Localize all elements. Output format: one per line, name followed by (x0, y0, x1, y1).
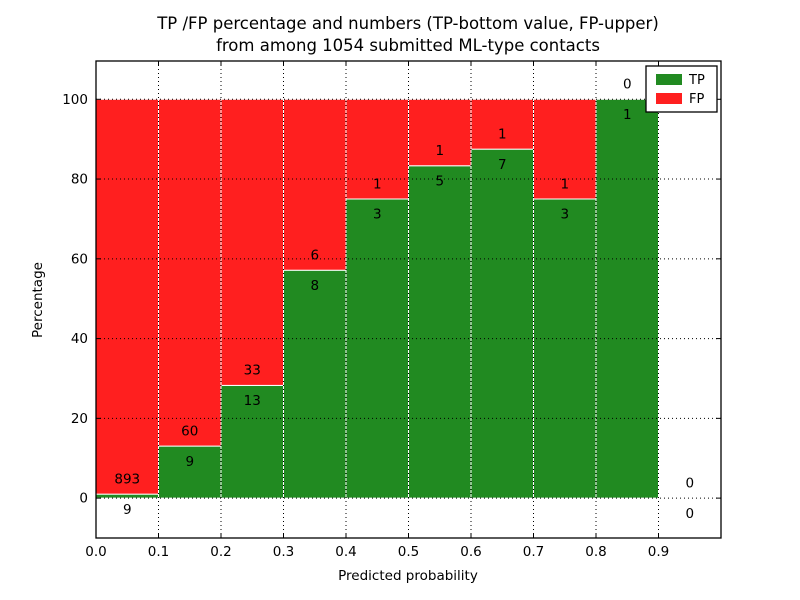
x-tick-label: 0.2 (210, 544, 231, 560)
bar-label-tp-count: 5 (435, 173, 444, 189)
bar-label-tp-count: 3 (373, 207, 382, 223)
ticks-group (95, 61, 721, 538)
bar-segment-fp (345, 98, 409, 200)
bar-label-tp-count: 9 (185, 454, 194, 470)
x-tick-label: 0.3 (273, 544, 294, 560)
y-tick-label: 0 (79, 491, 88, 507)
chart-title-line-2: from among 1054 submitted ML-type contac… (216, 36, 600, 55)
x-tick-label: 0.9 (648, 544, 669, 560)
chart-title-line-1: TP /FP percentage and numbers (TP-bottom… (156, 14, 659, 33)
bar-segment-fp (408, 98, 472, 167)
bar-segment-fp (95, 98, 159, 495)
bar-label-fp-count: 6 (310, 248, 319, 264)
y-tick-label: 60 (71, 251, 88, 267)
legend-swatch-tp (656, 74, 682, 85)
tick-labels-group: 0.0 0.1 0.2 0.3 0.4 0.5 0.6 0.7 0.8 0.9 0 20 40 60 80 1… (62, 92, 669, 560)
bar-label-tp-count: 7 (498, 157, 507, 173)
bar-label-fp-count: 1 (373, 176, 382, 192)
bar-label-tp-count: 0 (685, 506, 694, 522)
bar-segment-tp (345, 198, 409, 499)
bar-label-fp-count: 893 (114, 471, 140, 487)
legend: TP FP (645, 65, 718, 113)
bar-segment-fp (158, 98, 222, 447)
bar-segment-tp (283, 269, 347, 499)
bar-label-fp-count: 33 (244, 363, 261, 379)
x-tick-label: 0.0 (85, 544, 106, 560)
bar-label-tp-count: 1 (623, 107, 632, 123)
bar-label-fp-count: 0 (623, 77, 632, 93)
bar-label-fp-count: 0 (685, 475, 694, 491)
x-tick-label: 0.5 (398, 544, 419, 560)
bar-segment-fp (533, 98, 597, 200)
x-axis-label: Predicted probability (338, 568, 478, 584)
bar-segment-fp (283, 98, 347, 271)
bar-segment-tp (533, 198, 597, 499)
grid-group (96, 61, 721, 538)
legend-label-tp: TP (688, 73, 705, 88)
bars-group (95, 98, 659, 499)
x-tick-label: 0.6 (460, 544, 481, 560)
y-axis-label: Percentage (30, 262, 46, 338)
y-tick-label: 40 (71, 331, 88, 347)
bar-label-tp-count: 8 (310, 278, 319, 294)
y-tick-label: 80 (71, 172, 88, 188)
bar-label-tp-count: 9 (123, 502, 132, 518)
legend-label-fp: FP (689, 92, 704, 107)
bar-label-fp-count: 1 (498, 126, 507, 142)
bar-label-fp-count: 60 (181, 423, 198, 439)
x-tick-label: 0.8 (585, 544, 606, 560)
x-tick-label: 0.4 (335, 544, 356, 560)
bar-label-fp-count: 1 (560, 176, 569, 192)
bar-segment-tp (95, 493, 159, 499)
bar-label-tp-count: 3 (560, 207, 569, 223)
x-tick-label: 0.7 (523, 544, 544, 560)
bar-segment-tp (595, 98, 659, 499)
y-tick-label: 100 (62, 92, 88, 108)
legend-box (645, 65, 718, 113)
bar-label-fp-count: 1 (435, 143, 444, 159)
bar-label-tp-count: 13 (244, 393, 261, 409)
y-tick-label: 20 (71, 411, 88, 427)
x-tick-label: 0.1 (148, 544, 169, 560)
bar-segment-tp (408, 165, 472, 499)
bar-segment-tp (470, 148, 534, 499)
bar-segment-fp (220, 98, 284, 386)
legend-swatch-fp (656, 93, 682, 104)
